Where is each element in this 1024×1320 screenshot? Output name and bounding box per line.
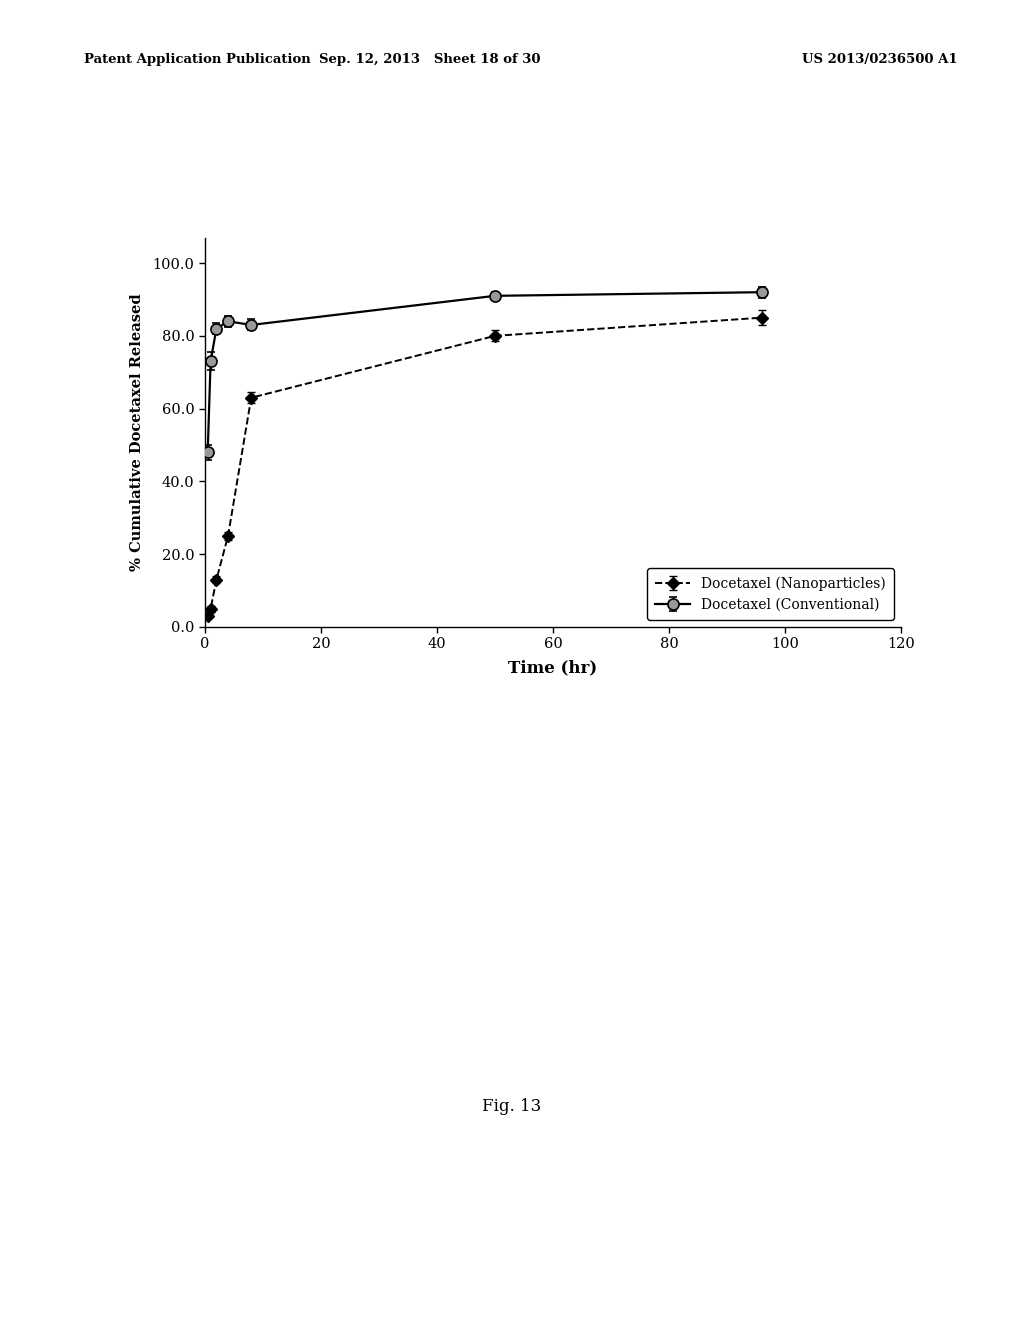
Text: US 2013/0236500 A1: US 2013/0236500 A1 — [802, 53, 957, 66]
Legend: Docetaxel (Nanoparticles), Docetaxel (Conventional): Docetaxel (Nanoparticles), Docetaxel (Co… — [647, 568, 894, 620]
Y-axis label: % Cumulative Docetaxel Released: % Cumulative Docetaxel Released — [130, 293, 144, 572]
Text: Patent Application Publication: Patent Application Publication — [84, 53, 310, 66]
Text: Sep. 12, 2013   Sheet 18 of 30: Sep. 12, 2013 Sheet 18 of 30 — [319, 53, 541, 66]
Text: Fig. 13: Fig. 13 — [482, 1098, 542, 1115]
X-axis label: Time (hr): Time (hr) — [508, 660, 598, 677]
